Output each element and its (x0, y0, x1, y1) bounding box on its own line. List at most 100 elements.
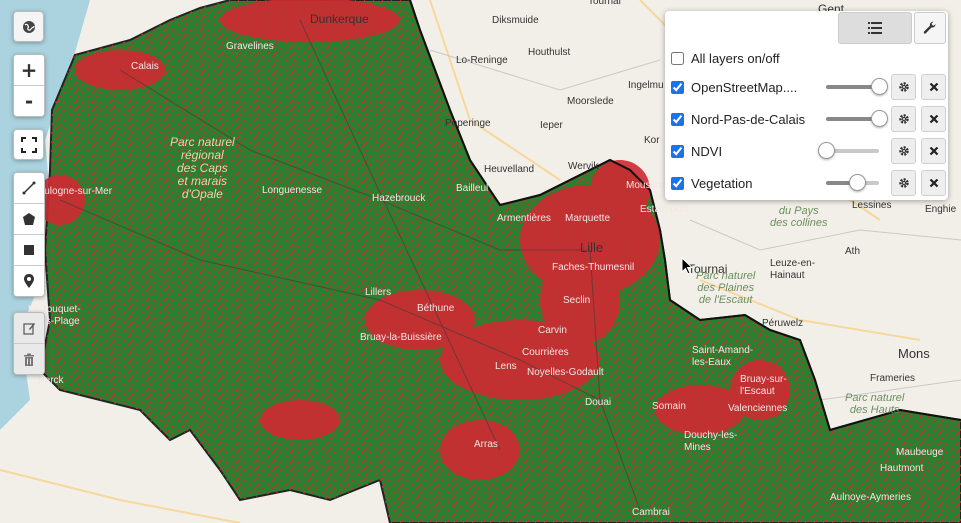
opacity-slider[interactable] (826, 110, 889, 127)
draw-polyline-button[interactable] (14, 173, 44, 204)
place-label-bethune: Béthune (417, 303, 455, 314)
place-label-seclin: Seclin (563, 295, 591, 306)
park-label-caps: Parc naturel régional des Caps et marais d'O… (170, 135, 235, 201)
opacity-slider[interactable] (818, 142, 880, 159)
draw-rectangle-button[interactable] (14, 235, 44, 266)
wrench-icon (923, 21, 936, 34)
place-label-maubeuge: Maubeuge (896, 447, 944, 458)
tools-tab[interactable] (914, 12, 946, 44)
park-label-escaut: Parc naturel des Plaines de l'Escaut (696, 270, 756, 306)
place-label-bailleul: Bailleul (456, 183, 489, 194)
place-label-aulnoye: Aulnoye-Aymeries (830, 492, 911, 503)
place-label-poperinge: Poperinge (445, 118, 491, 129)
place-label-lillers: Lillers (365, 287, 392, 298)
place-label-bruay: Bruay-la-Buissière (360, 332, 442, 343)
layer-remove-button[interactable] (921, 170, 947, 196)
trash-icon (24, 353, 34, 366)
park-label-collines: du Pays des collines (770, 205, 828, 229)
place-label-faches: Faches-Thumesnil (552, 262, 635, 273)
all-layers-label: All layers on/off (691, 50, 780, 66)
park-label-hauts: Parc naturel des Hauts (845, 392, 905, 416)
draw-marker-button[interactable] (14, 266, 44, 296)
place-label-frameries: Frameries (870, 373, 916, 384)
all-layers-checkbox[interactable] (671, 51, 684, 65)
place-label-saint-amand: Saint-Amand-les-Eaux (692, 345, 754, 368)
place-label-marquette: Marquette (565, 213, 611, 224)
layers-list-icon (868, 22, 882, 34)
place-label-calais: Calais (131, 61, 159, 72)
place-label-berck: Berck (38, 375, 64, 386)
layer-settings-button[interactable] (891, 138, 917, 164)
layer-checkbox[interactable] (671, 112, 684, 126)
fullscreen-button[interactable] (13, 129, 44, 160)
place-label-tournai-top: Tournai (588, 0, 621, 7)
place-label-gravelines: Gravelines (226, 41, 274, 52)
mouse-cursor-icon (681, 257, 693, 275)
place-label-somain: Somain (652, 401, 686, 412)
place-label-dunkerque: Dunkerque (310, 12, 369, 26)
place-label-lens: Lens (495, 361, 517, 372)
fullscreen-icon (20, 136, 37, 153)
gear-icon (899, 114, 909, 124)
place-label-courrieres: Courrières (522, 347, 569, 358)
place-label-longuenesse: Longuenesse (262, 185, 323, 196)
place-label-enghien: Enghie (925, 204, 957, 215)
layer-row-ndvi: NDVI (671, 138, 947, 164)
layers-tab[interactable] (838, 12, 912, 44)
layer-row-vegetation: Vegetation (671, 170, 947, 196)
all-layers-row: All layers on/off (671, 45, 946, 71)
place-label-lille: Lille (580, 240, 604, 255)
opacity-slider[interactable] (826, 78, 889, 95)
layer-remove-button[interactable] (921, 106, 947, 132)
delete-layers-button[interactable] (14, 344, 44, 374)
place-label-hautmont: Hautmont (880, 463, 924, 474)
place-label-mons: Mons (898, 346, 930, 361)
place-label-cambrai: Cambrai (632, 507, 670, 518)
marker-icon (24, 274, 34, 288)
globe-icon (22, 20, 35, 33)
gear-icon (899, 178, 909, 188)
zoom-out-button[interactable]: - (14, 86, 44, 116)
place-label-arras: Arras (474, 439, 498, 450)
layer-control-panel: All layers on/off OpenStreetMap.... Nord… (665, 11, 948, 200)
place-label-peruwelz: Péruwelz (762, 318, 804, 329)
place-label-ingelmunster: Ingelmu (628, 80, 664, 91)
place-label-moorslede: Moorslede (567, 96, 614, 107)
close-icon (929, 82, 938, 92)
polyline-icon (22, 181, 36, 195)
place-label-heuvelland: Heuvelland (484, 164, 535, 175)
layer-settings-button[interactable] (891, 170, 917, 196)
place-label-mouscron: Mouscron (626, 180, 670, 191)
zoom-control: + - (13, 54, 45, 117)
place-label-denain: Douchy-les-Mines (684, 430, 738, 453)
place-label-ath: Ath (845, 246, 861, 257)
globe-button[interactable] (13, 11, 44, 42)
place-label-douai: Douai (585, 397, 612, 408)
layer-checkbox[interactable] (671, 176, 684, 190)
place-label-ieper: Ieper (540, 120, 563, 131)
place-label-wervik: Wervik (568, 161, 599, 172)
place-label-tournai: Tournai (688, 262, 728, 276)
layer-settings-button[interactable] (891, 106, 917, 132)
edit-layers-button[interactable] (14, 313, 44, 344)
layer-settings-button[interactable] (891, 74, 917, 100)
layer-checkbox[interactable] (671, 144, 684, 158)
layer-row-openstreetmap: OpenStreetMap.... (671, 74, 947, 100)
layer-label: NDVI (691, 143, 723, 159)
place-label-estaimpuis: Estaimpuis (640, 204, 689, 215)
draw-polygon-button[interactable] (14, 204, 44, 235)
layer-remove-button[interactable] (921, 138, 947, 164)
edit-icon (22, 322, 35, 335)
place-label-leuze: Leuze-en-Hainaut (770, 258, 816, 281)
layer-checkbox[interactable] (671, 80, 684, 94)
place-label-noyelles: Noyelles-Godault (527, 367, 604, 378)
place-label-carvin: Carvin (538, 325, 567, 336)
place-label-kortrijk: Kor (644, 135, 660, 146)
place-label-armentieres: Armentières (497, 213, 551, 224)
place-label-boulogne: Boulogne-sur-Mer (32, 186, 113, 197)
gear-icon (899, 82, 909, 92)
zoom-in-button[interactable]: + (14, 55, 44, 86)
opacity-slider[interactable] (826, 174, 880, 191)
layer-remove-button[interactable] (921, 74, 947, 100)
place-label-bruay-escaut: Bruay-sur-l'Escaut (740, 374, 787, 397)
